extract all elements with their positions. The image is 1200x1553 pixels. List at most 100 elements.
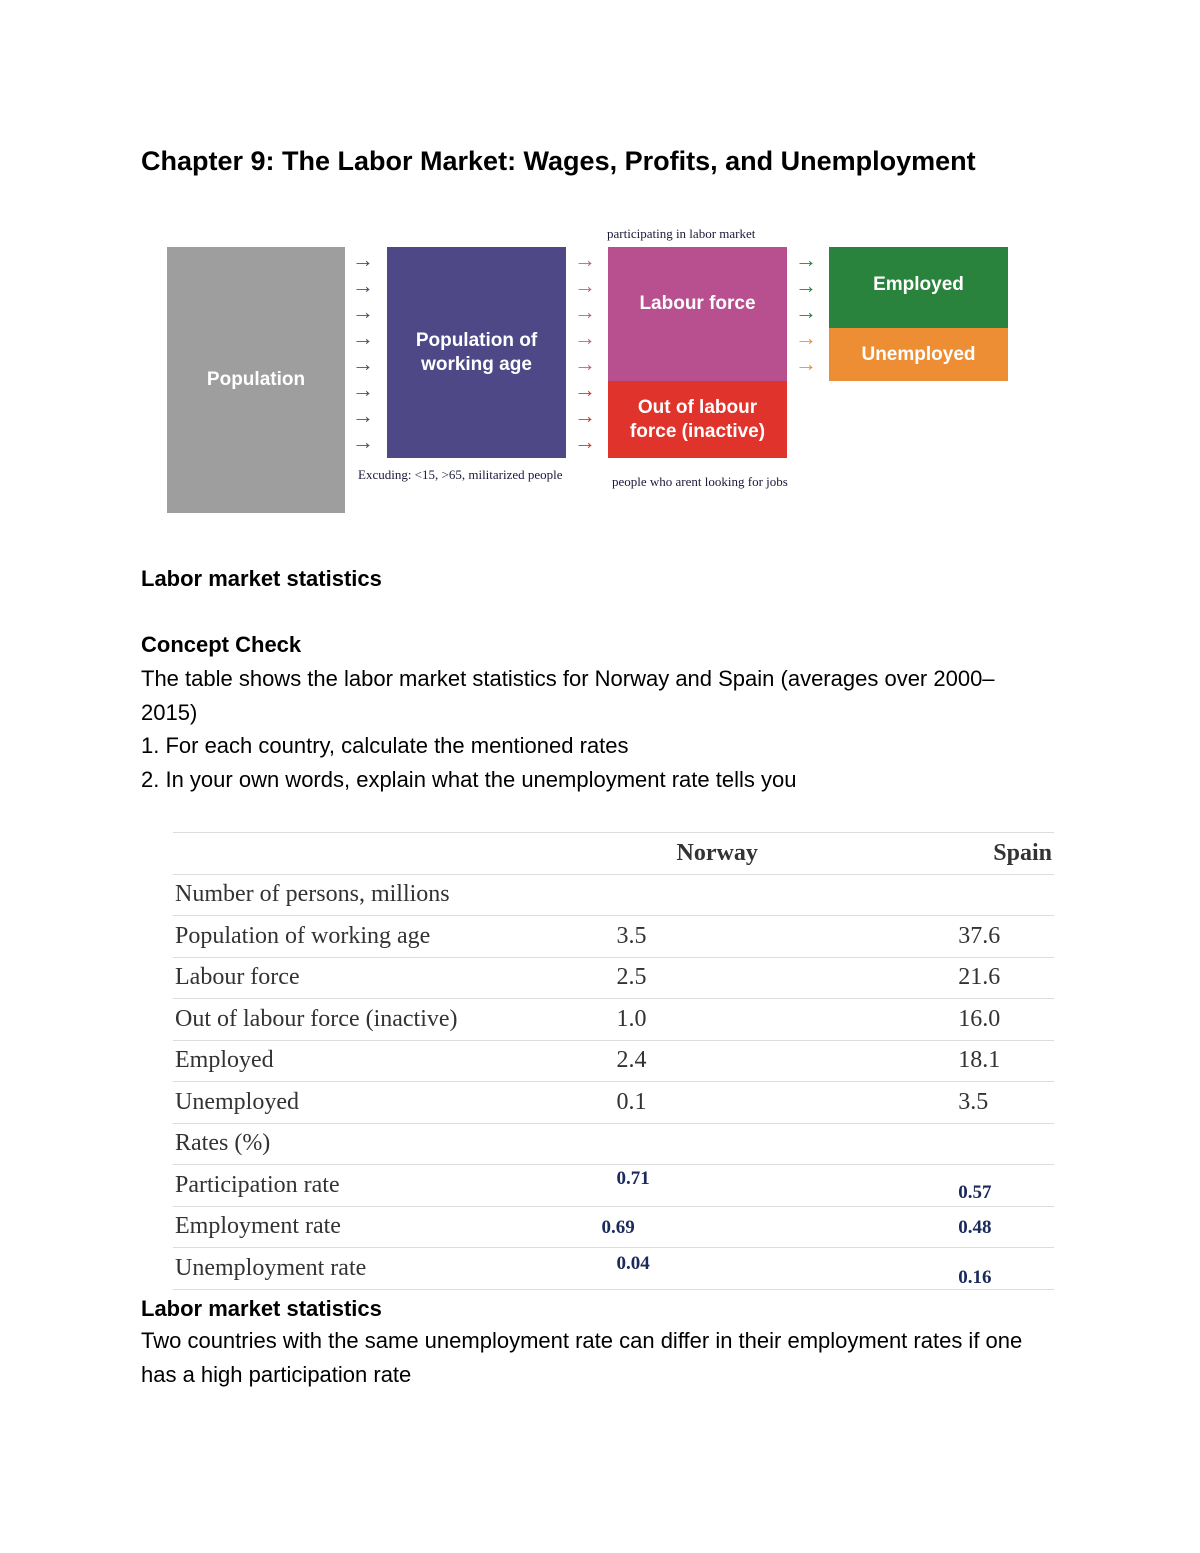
spain-value: [908, 1122, 1054, 1165]
cell-text: Number of persons, millions: [175, 881, 450, 908]
norway-value: 0.71: [596, 1164, 909, 1206]
arrow-icon: →: [795, 325, 817, 350]
arrow-icon: →: [352, 325, 374, 350]
arrow-icon: →: [574, 429, 596, 454]
cell-text: 2.4: [616, 1047, 647, 1074]
cell-text: 0.48: [958, 1217, 992, 1239]
spain-value: [908, 873, 1054, 916]
norway-value: 3.5: [596, 915, 909, 957]
cell-text: 37.6: [958, 922, 1001, 949]
arrow-icon: →: [352, 273, 374, 298]
cell-text: 21.6: [958, 964, 1001, 991]
table-row: Unemployed 0.1 3.5: [173, 1081, 1054, 1123]
note-participating: participating in labor market: [607, 226, 756, 241]
row-label: Rates (%): [173, 1122, 597, 1165]
employed-box: Employed: [829, 247, 1008, 328]
cell-text: 3.5: [616, 922, 647, 949]
spain-value: 3.5: [908, 1081, 1054, 1123]
cell-text: 3.5: [958, 1088, 989, 1115]
norway-value: 0.04: [596, 1247, 909, 1290]
spain-value: 21.6: [908, 956, 1054, 999]
arrow-icon: →: [352, 351, 374, 376]
spain-value: 37.6: [908, 915, 1054, 957]
row-label: Labour force: [173, 956, 597, 999]
header-norway: Norway: [596, 832, 909, 874]
cell-text: 1.0: [616, 1005, 647, 1032]
labour-force-box: Labour force: [608, 247, 787, 381]
arrow-icon: →: [795, 299, 817, 324]
cell-text: Labour force: [175, 964, 300, 991]
paragraph: The table shows the labor market statist…: [141, 666, 995, 725]
cell-text: Participation rate: [175, 1171, 340, 1198]
cell-text: 0.71: [616, 1167, 650, 1189]
table-row: Unemployment rate 0.04 0.16: [173, 1247, 1054, 1290]
spain-value: 16.0: [908, 998, 1054, 1040]
cell-text: Employment rate: [175, 1213, 341, 1240]
row-label: Participation rate: [173, 1164, 597, 1206]
population-box: Population: [167, 247, 345, 513]
arrow-icon: →: [352, 247, 374, 272]
norway-value: [596, 873, 909, 916]
row-label: Out of labour force (inactive): [173, 998, 597, 1040]
cell-text: 16.0: [958, 1005, 1001, 1032]
unemployed-box: Unemployed: [829, 328, 1008, 381]
cell-text: 0.57: [958, 1181, 992, 1203]
row-label: Employed: [173, 1039, 597, 1082]
cell-text: Employed: [175, 1047, 274, 1074]
arrow-icon: →: [795, 351, 817, 376]
row-label: Population of working age: [173, 915, 597, 957]
section-heading-2: Labor market statistics: [141, 1296, 382, 1321]
row-label: Unemployment rate: [173, 1247, 597, 1290]
arrow-icon: →: [795, 247, 817, 272]
norway-value: 2.5: [596, 956, 909, 999]
arrow-icon: →: [352, 429, 374, 454]
norway-value: 0.1: [596, 1081, 909, 1123]
cell-text: 0.1: [616, 1088, 647, 1115]
conclusion: Two countries with the same unemployment…: [141, 1328, 1023, 1387]
note-inactive: people who arent looking for jobs: [612, 474, 788, 489]
table-header-row: Norway Spain: [173, 832, 1054, 874]
section-heading: Labor market statistics: [141, 566, 382, 591]
page-title: Chapter 9: The Labor Market: Wages, Prof…: [141, 146, 976, 176]
table-row: Participation rate 0.71 0.57: [173, 1164, 1054, 1206]
working-age-box: Population of working age: [387, 247, 566, 458]
arrow-icon: →: [574, 273, 596, 298]
table-row: Out of labour force (inactive) 1.0 16.0: [173, 998, 1054, 1040]
table-row: Employment rate 0.69 0.48: [173, 1205, 1054, 1248]
concept-check-heading: Concept Check: [141, 632, 302, 657]
cell-text: Out of labour force (inactive): [175, 1005, 458, 1032]
cell-text: 0.16: [958, 1266, 992, 1288]
row-label: Number of persons, millions: [173, 873, 597, 916]
arrow-icon: →: [795, 273, 817, 298]
cell-text: Rates (%): [175, 1130, 271, 1157]
cell-text: Population of working age: [175, 922, 431, 949]
arrow-icon: →: [352, 403, 374, 428]
norway-value: 1.0: [596, 998, 909, 1040]
spain-value: 0.16: [908, 1247, 1054, 1290]
cell-text: 18.1: [958, 1047, 1001, 1074]
table-row: Population of working age 3.5 37.6: [173, 915, 1054, 957]
table-row: Rates (%): [173, 1122, 1054, 1165]
header-spain: Spain: [908, 832, 1054, 874]
table-row: Labour force 2.5 21.6: [173, 956, 1054, 999]
question-2: 2. In your own words, explain what the u…: [141, 767, 797, 792]
spain-value: 0.57: [908, 1164, 1054, 1206]
header-blank: [173, 832, 597, 874]
norway-value: 2.4: [596, 1039, 909, 1082]
arrow-icon: →: [574, 351, 596, 376]
cell-text: 2.5: [616, 964, 647, 991]
table-row: Number of persons, millions: [173, 873, 1054, 916]
cell-text: Unemployed: [175, 1088, 299, 1115]
spain-value: 0.48: [908, 1205, 1054, 1248]
cell-text: 0.69: [601, 1217, 635, 1239]
arrow-icon: →: [352, 299, 374, 324]
cell-text: 0.04: [616, 1252, 650, 1274]
labor-statistics-table: Norway Spain Number of persons, millions…: [173, 832, 1054, 1290]
arrow-icon: →: [574, 299, 596, 324]
row-label: Unemployed: [173, 1081, 597, 1123]
row-label: Employment rate: [173, 1205, 597, 1248]
arrow-icon: →: [574, 325, 596, 350]
arrow-icon: →: [574, 247, 596, 272]
norway-value: [596, 1122, 909, 1165]
